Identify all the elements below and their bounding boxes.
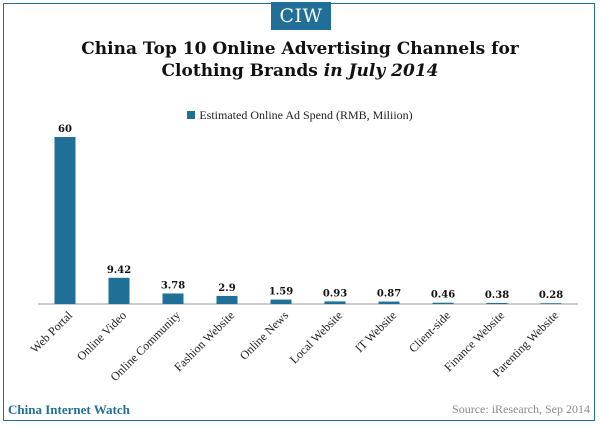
legend-swatch: [187, 111, 196, 119]
ciw-logo: CIW: [271, 2, 331, 30]
data-label: 3.78: [161, 280, 185, 291]
chart-title-line-2-main: Clothing Brands: [161, 61, 324, 81]
data-label: 9.42: [107, 265, 131, 276]
footer-brand: China Internet Watch: [8, 402, 130, 417]
chart-title-line-2: Clothing Brands in July 2014: [0, 60, 600, 82]
bar-fashion-website: [216, 295, 238, 304]
bar-parenting-website: [540, 303, 562, 304]
data-label: 60: [58, 124, 72, 135]
data-label: 0.28: [539, 290, 563, 301]
data-label: 0.93: [323, 288, 347, 299]
x-tick-label: Web Portal: [27, 308, 75, 356]
legend-label: Estimated Online Ad Spend (RMB, Miliion): [199, 108, 413, 122]
x-tick-label: Client-side: [406, 308, 453, 355]
chart-frame: [3, 3, 595, 421]
bar-web-portal: [54, 137, 76, 304]
x-tick-label: Local Website: [287, 308, 345, 366]
data-label: 2.9: [218, 283, 235, 294]
chart-title-line-2-date: in July 2014: [323, 61, 439, 81]
bar-client-side: [432, 302, 454, 304]
bar-online-community: [162, 293, 184, 304]
data-label: 1.59: [269, 287, 293, 298]
x-tick-label: Online News: [237, 308, 292, 363]
x-tick-label: Online Video: [74, 308, 129, 363]
chart-title-line-1: China Top 10 Online Advertising Channels…: [81, 39, 519, 59]
bar-online-video: [108, 277, 130, 304]
bar-finance-website: [486, 302, 508, 304]
chart-title: China Top 10 Online Advertising Channels…: [0, 38, 600, 82]
data-label: 0.38: [485, 290, 509, 301]
data-label: 0.46: [431, 290, 455, 301]
bar-local-website: [324, 301, 346, 304]
bar-it-website: [378, 301, 400, 304]
bar-online-news: [270, 299, 292, 304]
data-label: 0.87: [377, 289, 401, 300]
chart-legend: Estimated Online Ad Spend (RMB, Miliion): [0, 108, 600, 123]
footer-source: Source: iResearch, Sep 2014: [452, 402, 590, 416]
x-tick-label: IT Website: [352, 308, 399, 355]
